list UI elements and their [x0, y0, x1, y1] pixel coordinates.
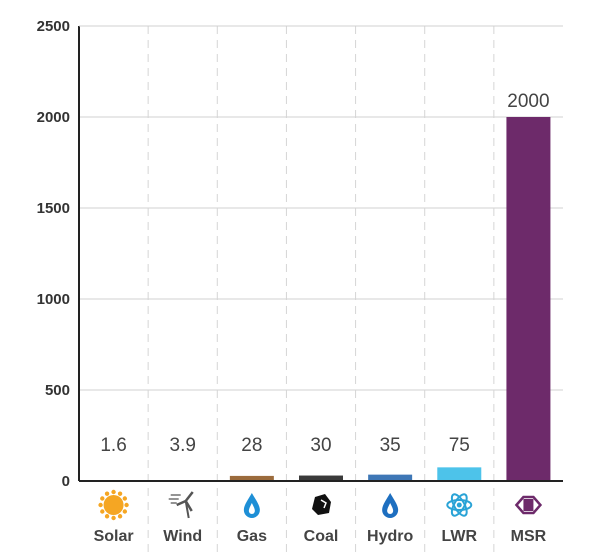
data-label: 35: [380, 435, 401, 456]
y-tick-label: 500: [45, 382, 70, 399]
y-tick-label: 1500: [37, 200, 70, 217]
y-tick-label: 2000: [37, 109, 70, 126]
bar-lwr: [437, 467, 482, 481]
sun-icon: [98, 489, 129, 521]
water-drop-icon: [382, 493, 399, 518]
bar-gas: [229, 475, 274, 481]
x-tick-label: Solar: [94, 528, 134, 545]
msr-icon: [514, 495, 543, 515]
y-tick-label: 1000: [37, 291, 70, 308]
bar-msr: [506, 117, 551, 481]
x-tick-label: Gas: [237, 528, 267, 545]
data-label: 2000: [507, 91, 549, 112]
data-label: 28: [241, 435, 262, 456]
data-label: 75: [449, 435, 470, 456]
bar-hydro: [368, 474, 413, 481]
y-tick-label: 2500: [37, 18, 70, 35]
x-tick-label: Wind: [163, 528, 202, 545]
x-tick-label: MSR: [511, 528, 547, 545]
gas-flame-icon: [243, 493, 260, 518]
coal-icon: [312, 494, 331, 515]
data-label: 3.9: [170, 435, 196, 456]
y-tick-label: 0: [62, 473, 70, 490]
data-label: 30: [310, 435, 331, 456]
bar-coal: [299, 475, 343, 481]
wind-turbine-icon: [168, 491, 194, 519]
x-tick-label: Hydro: [367, 528, 413, 545]
atom-icon: [446, 493, 473, 517]
data-label: 1.6: [100, 435, 126, 456]
x-tick-label: LWR: [442, 528, 478, 545]
x-tick-label: Coal: [304, 528, 339, 545]
